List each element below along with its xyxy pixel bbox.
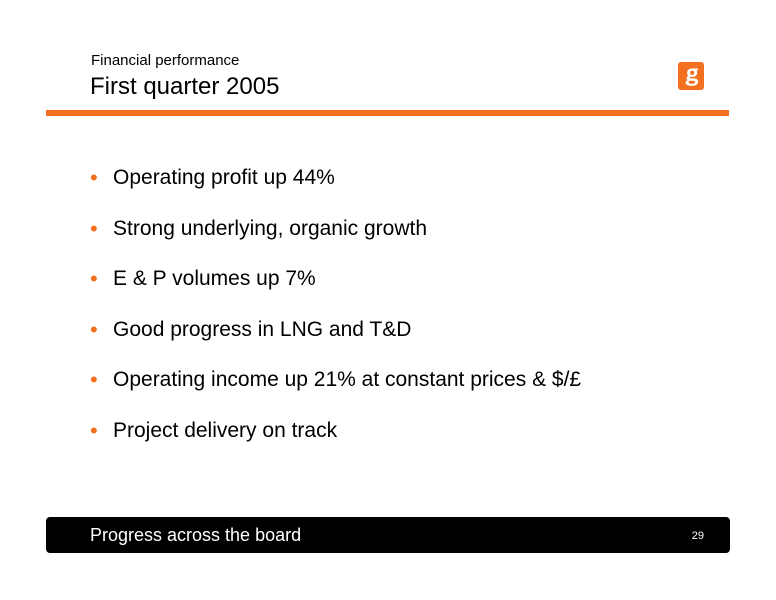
slide-title: First quarter 2005 — [90, 73, 280, 100]
bullet-icon: • — [90, 316, 98, 342]
bullet-text: Operating profit up 44% — [113, 166, 335, 189]
bullet-icon: • — [90, 215, 98, 241]
footer-tagline: Progress across the board — [90, 525, 302, 545]
bg-group-logo-icon — [678, 62, 704, 90]
bullet-list: • Operating profit up 44% • Strong under… — [90, 160, 581, 463]
bullet-text: Operating income up 21% at constant pric… — [113, 368, 582, 391]
bullet-text: E & P volumes up 7% — [113, 267, 316, 290]
bullet-icon: • — [90, 417, 98, 443]
header-divider — [46, 110, 729, 116]
list-item: • E & P volumes up 7% — [90, 261, 581, 312]
list-item: • Strong underlying, organic growth — [90, 211, 581, 262]
page-number: 29 — [691, 530, 704, 542]
section-subtitle: Financial performance — [91, 52, 240, 69]
bullet-text: Project delivery on track — [113, 418, 338, 442]
bullet-text: Strong underlying, organic growth — [113, 216, 428, 240]
list-item: • Operating profit up 44% — [90, 160, 581, 211]
bullet-icon: • — [90, 367, 98, 392]
list-item: • Good progress in LNG and T&D — [90, 312, 581, 363]
list-item: • Project delivery on track — [90, 413, 581, 464]
list-item: • Operating income up 21% at constant pr… — [90, 362, 581, 413]
bullet-text: Good progress in LNG and T&D — [113, 317, 412, 341]
bullet-icon: • — [90, 165, 98, 190]
footer-bar: Progress across the board 29 — [46, 517, 730, 553]
bullet-icon: • — [90, 266, 98, 291]
